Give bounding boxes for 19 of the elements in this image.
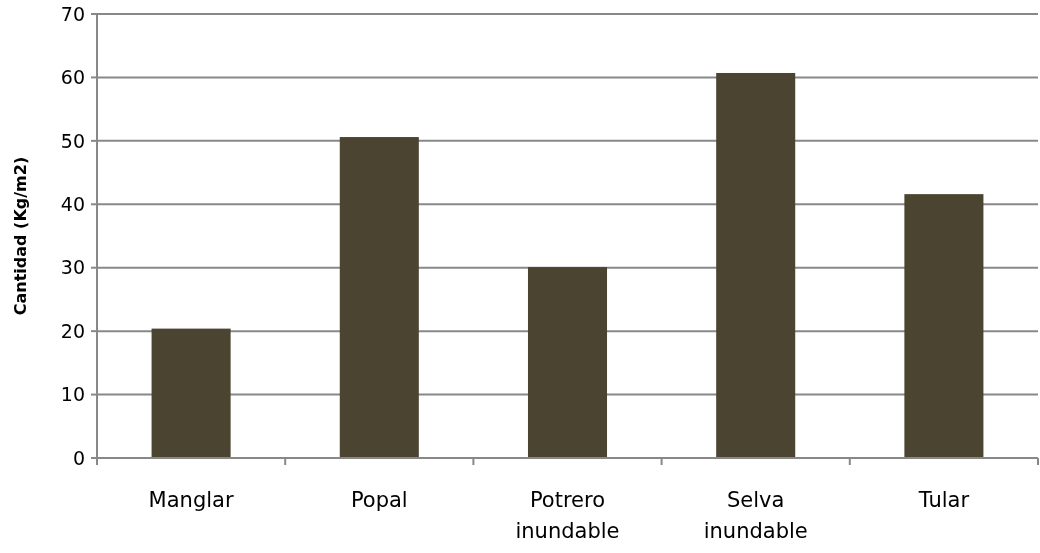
- x-tick-label: Popal: [350, 488, 408, 512]
- y-tick-label: 20: [60, 319, 85, 342]
- bar: [151, 328, 231, 458]
- x-tick-label: Tular: [917, 488, 970, 512]
- y-tick-label: 70: [60, 2, 85, 25]
- x-tick-label: Selva inundable: [703, 488, 808, 543]
- bar: [904, 194, 984, 458]
- bar: [339, 137, 419, 458]
- x-tick-label: Manglar: [148, 488, 234, 512]
- bar: [527, 267, 608, 458]
- y-tick-label: 40: [60, 192, 85, 215]
- bar: [716, 72, 796, 458]
- x-tick-label: Potrero inundable: [515, 488, 620, 543]
- y-tick-label: 50: [60, 129, 85, 152]
- y-tick-label: 60: [60, 66, 85, 89]
- y-tick-label: 0: [72, 446, 85, 469]
- y-tick-label: 30: [60, 256, 85, 279]
- y-tick-label: 10: [60, 383, 85, 406]
- y-axis-title: Cantidad (Kg/m2): [11, 156, 30, 316]
